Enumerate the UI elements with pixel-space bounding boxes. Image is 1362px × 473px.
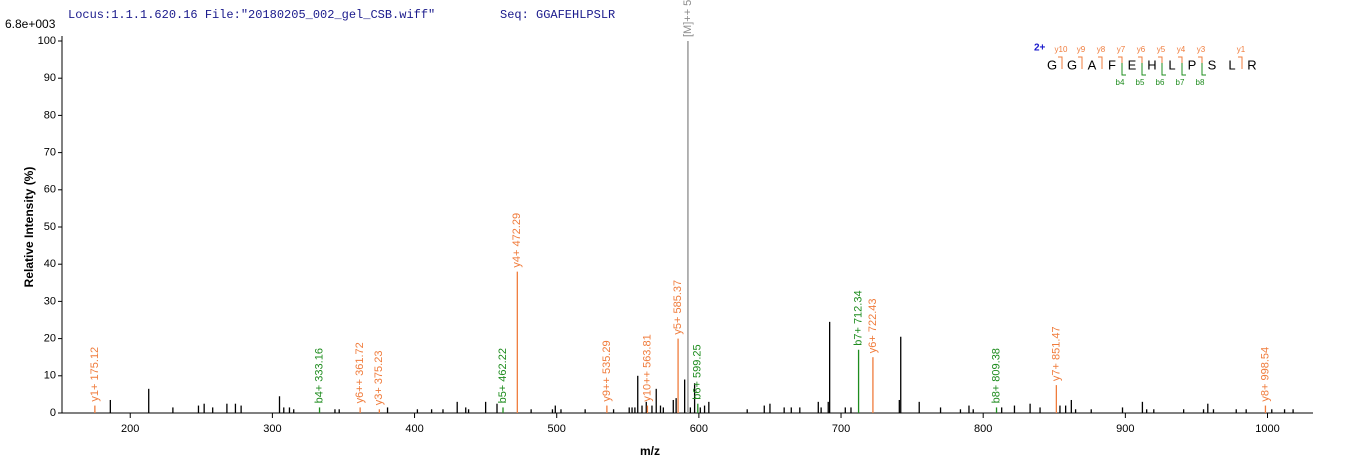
residue: A xyxy=(1088,57,1097,72)
residue: H xyxy=(1147,57,1156,72)
residue: L xyxy=(1168,57,1175,72)
peak-label: y9++ 535.29 xyxy=(601,340,613,401)
y-ion-label: y3 xyxy=(1197,45,1206,54)
peak-label: y4+ 472.29 xyxy=(511,213,523,268)
y-tick-label: 10 xyxy=(44,370,56,382)
x-tick-label: 800 xyxy=(974,423,992,435)
residue: F xyxy=(1108,57,1116,72)
y-ion-label: y6 xyxy=(1137,45,1146,54)
peak-label: y1+ 175.12 xyxy=(89,347,101,402)
y-ion-label: y10 xyxy=(1055,45,1068,54)
y-ion-bracket xyxy=(1238,56,1243,69)
x-tick-label: 500 xyxy=(548,423,566,435)
y-ion-label: y5 xyxy=(1157,45,1166,54)
peak-label: b4+ 333.16 xyxy=(313,348,325,403)
y-ion-bracket xyxy=(1158,56,1163,69)
peak-label: y6++ 361.72 xyxy=(354,342,366,403)
peak-label: y7+ 851.47 xyxy=(1050,326,1062,381)
b-ion-bracket xyxy=(1201,63,1206,76)
residue: G xyxy=(1047,57,1057,72)
b-ion-bracket xyxy=(1161,63,1166,76)
peak-label: y6+ 722.43 xyxy=(867,298,879,353)
residue: R xyxy=(1247,57,1256,72)
y-tick-label: 60 xyxy=(44,184,56,196)
x-tick-label: 200 xyxy=(121,423,139,435)
b-ion-label: b5 xyxy=(1136,78,1145,87)
y-ion-label: y8 xyxy=(1097,45,1106,54)
y-ion-label: y9 xyxy=(1077,45,1086,54)
x-tick-label: 400 xyxy=(405,423,423,435)
b-ion-bracket xyxy=(1141,63,1146,76)
peak-label: y10++ 563.81 xyxy=(641,334,653,401)
b-ion-label: b6 xyxy=(1156,78,1165,87)
y-tick-label: 30 xyxy=(44,295,56,307)
residue: E xyxy=(1128,57,1137,72)
y-tick-label: 80 xyxy=(44,109,56,121)
residue: G xyxy=(1067,57,1077,72)
x-tick-label: 700 xyxy=(832,423,850,435)
residue: S xyxy=(1208,57,1217,72)
x-tick-label: 600 xyxy=(690,423,708,435)
y-tick-label: 90 xyxy=(44,72,56,84)
b-ion-label: b8 xyxy=(1196,78,1205,87)
peak-label: [M]++ 592.31 xyxy=(682,0,694,37)
y-ion-label: y1 xyxy=(1237,45,1246,54)
y-ion-bracket xyxy=(1198,56,1203,69)
b-ion-bracket xyxy=(1181,63,1186,76)
y-ion-label: y4 xyxy=(1177,45,1186,54)
peak-label: y3+ 375.23 xyxy=(373,351,385,406)
b-ion-label: b7 xyxy=(1176,78,1185,87)
y-tick-label: 100 xyxy=(38,35,56,47)
y-tick-label: 70 xyxy=(44,147,56,159)
y-ion-bracket xyxy=(1138,56,1143,69)
y-tick-label: 40 xyxy=(44,258,56,270)
peak-label: b5+ 462.22 xyxy=(497,348,509,403)
y-ion-label: y7 xyxy=(1117,45,1126,54)
scale-label: 6.8e+003 xyxy=(5,17,56,31)
y-ion-bracket xyxy=(1118,56,1123,69)
y-tick-label: 50 xyxy=(44,221,56,233)
charge-label: 2+ xyxy=(1034,43,1046,54)
x-axis-label: m/z xyxy=(640,444,660,458)
residue: L xyxy=(1228,57,1235,72)
peak-label: y5+ 585.37 xyxy=(672,280,684,335)
peak-label: b7+ 712.34 xyxy=(852,290,864,345)
x-tick-label: 900 xyxy=(1116,423,1134,435)
y-ion-bracket xyxy=(1178,56,1183,69)
peak-label: b6+ 599.25 xyxy=(692,344,704,399)
y-ion-bracket xyxy=(1098,56,1103,69)
y-tick-label: 20 xyxy=(44,333,56,345)
sequence: Seq: GGAFEHLPSLR xyxy=(500,8,615,22)
y-ion-bracket xyxy=(1078,56,1083,69)
x-tick-label: 300 xyxy=(263,423,281,435)
residue: P xyxy=(1188,57,1197,72)
b-ion-bracket xyxy=(1121,63,1126,76)
y-tick-label: 0 xyxy=(50,407,56,419)
b-ion-label: b4 xyxy=(1116,78,1125,87)
peak-label: b8+ 809.38 xyxy=(990,348,1002,403)
peak-label: y8+ 998.54 xyxy=(1259,347,1271,402)
y-ion-bracket xyxy=(1058,56,1063,69)
x-tick-label: 1000 xyxy=(1255,423,1279,435)
y-axis-label: Relative Intensity (%) xyxy=(22,167,36,288)
header: Locus:1.1.1.620.16 File:"20180205_002_ge… xyxy=(68,8,435,22)
